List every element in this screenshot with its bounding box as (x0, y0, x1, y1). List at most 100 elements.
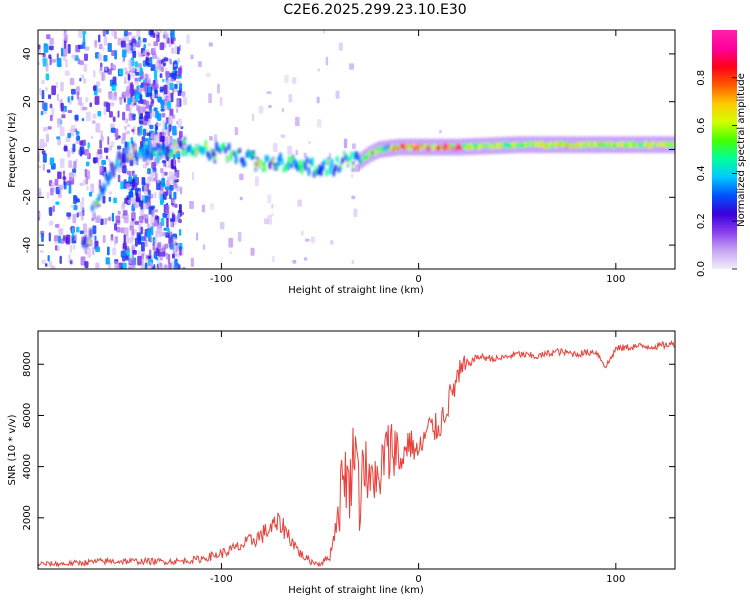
spectrogram-speckle (67, 149, 71, 158)
snr-x-tick-label: 100 (606, 574, 625, 585)
spectrogram-speckle (65, 58, 68, 68)
spectrogram-speckle (178, 67, 182, 77)
spectrogram-speckle (120, 227, 125, 234)
spectrogram-speckle (161, 160, 167, 164)
spectrogram-speckle (142, 202, 147, 210)
spectrogram-speckle (120, 40, 126, 48)
spectrogram-speckle (76, 91, 79, 100)
spectrogram-speckle (325, 56, 329, 66)
spectrogram-speckle (44, 263, 48, 267)
spectrogram-ridge-cell (227, 143, 231, 151)
spectrogram-speckle (113, 91, 117, 101)
spectrogram-speckle (189, 200, 194, 210)
spectrogram-speckle (59, 158, 65, 168)
colorbar-gradient (712, 30, 737, 269)
spectrogram-speckle (139, 107, 143, 113)
spectrogram-speckle (112, 247, 117, 256)
spectrogram-speckle (41, 232, 44, 243)
spectrogram-speckle (45, 133, 50, 143)
spectrogram-speckle (157, 96, 162, 102)
snr-x-tick-label: -100 (210, 574, 233, 585)
spectrogram-speckle (149, 193, 154, 199)
spectrogram-ridge-layer (82, 136, 675, 248)
spectrogram-speckle (131, 246, 136, 251)
spectrogram-speckle (71, 227, 75, 237)
spectrogram-speckle (92, 246, 95, 256)
spectrogram-speckle (58, 184, 63, 191)
spectrogram-speckle (136, 66, 139, 74)
spectrogram-speckle (79, 77, 82, 82)
snr-y-tick-label: 2000 (22, 505, 33, 530)
spectrogram-speckle (57, 138, 61, 146)
spectrogram-speckle (117, 174, 121, 183)
spectrogram-speckle (145, 214, 149, 225)
spectrogram-speckle (155, 172, 158, 183)
spectrogram-ridge-cell (112, 170, 115, 178)
spectrogram-speckle (351, 259, 355, 265)
snr-axes: -100 0 100 2000 4000 6000 8000 (22, 331, 675, 585)
spectrogram-speckle (95, 262, 100, 269)
spectrogram-speckle (267, 194, 272, 204)
snr-y-tick-label: 4000 (22, 454, 33, 479)
spectrogram-speckle (100, 135, 105, 142)
spectrogram-speckle (202, 244, 206, 250)
spectrogram-speckle (150, 30, 154, 36)
spectrogram-speckle (93, 213, 96, 220)
spectrogram-speckle (72, 213, 77, 224)
spectrogram-speckle (87, 142, 90, 149)
snr-panel: -100 0 100 2000 4000 6000 8000 Height of strai… (7, 330, 676, 596)
spectrogram-speckle (303, 152, 307, 158)
spectrogram-speckle (80, 74, 85, 79)
spectrogram-y-axis-label: Frequency (Hz) (7, 112, 18, 188)
spectrogram-speckle (310, 236, 315, 244)
spectrogram-speckle (81, 117, 85, 122)
spectrogram-speckle (134, 61, 138, 68)
spectrogram-panel: -100 0 100 -40 -20 0 20 40 Height of straight l… (7, 29, 676, 296)
spectrogram-speckle (170, 30, 175, 39)
spectrogram-speckle (147, 43, 152, 47)
spectrogram-speckle (72, 244, 76, 250)
spectrogram-speckle (117, 210, 121, 215)
spectrogram-speckle (141, 257, 144, 267)
spectrogram-speckle (92, 113, 97, 119)
spectrogram-speckle (41, 79, 45, 85)
spectrogram-ridge-cell (167, 144, 170, 155)
spectrogram-speckle (76, 198, 80, 203)
spectrogram-speckle (167, 227, 170, 234)
spectrogram-speckle (219, 96, 223, 106)
spectrogram-speckle (85, 161, 90, 167)
spectrogram-speckle (349, 63, 355, 70)
spectrogram-speckle (155, 30, 158, 35)
spectrogram-speckle (154, 215, 158, 220)
spectrogram-speckle (123, 234, 126, 244)
spectrogram-speckle (197, 61, 202, 68)
spectrogram-speckle (144, 239, 148, 248)
spectrogram-speckle (351, 173, 354, 178)
spectrogram-speckle (68, 184, 72, 194)
spectrogram-speckle (56, 118, 62, 128)
spectrogram-speckle (281, 107, 285, 113)
spectrogram-speckle (142, 37, 147, 43)
spectrogram-speckle (160, 102, 165, 109)
spectrogram-speckle (82, 78, 87, 84)
spectrogram-speckle (161, 58, 165, 63)
spectrogram-speckle (147, 168, 151, 175)
spectrogram-speckle (140, 200, 144, 210)
spectrogram-speckle (49, 187, 54, 196)
spectrogram-speckle (38, 188, 42, 197)
spectrogram-speckle (67, 96, 70, 103)
spectrogram-speckle (103, 166, 107, 172)
spectrogram-ridge-cell (300, 165, 304, 174)
spectrogram-speckle (128, 191, 134, 198)
spectrogram-speckle (209, 136, 213, 141)
spectrogram-speckle (153, 46, 156, 53)
spectrogram-speckle (111, 30, 115, 37)
spectrogram-speckle (288, 94, 293, 103)
spectrogram-speckle (92, 85, 97, 91)
spectrogram-speckle (179, 246, 182, 256)
spectrogram-speckle (295, 116, 300, 127)
spectrogram-speckle (91, 217, 95, 222)
spectrogram-speckle (239, 196, 243, 201)
spectrogram-speckle (51, 59, 57, 63)
spectrogram-speckle (316, 96, 320, 104)
